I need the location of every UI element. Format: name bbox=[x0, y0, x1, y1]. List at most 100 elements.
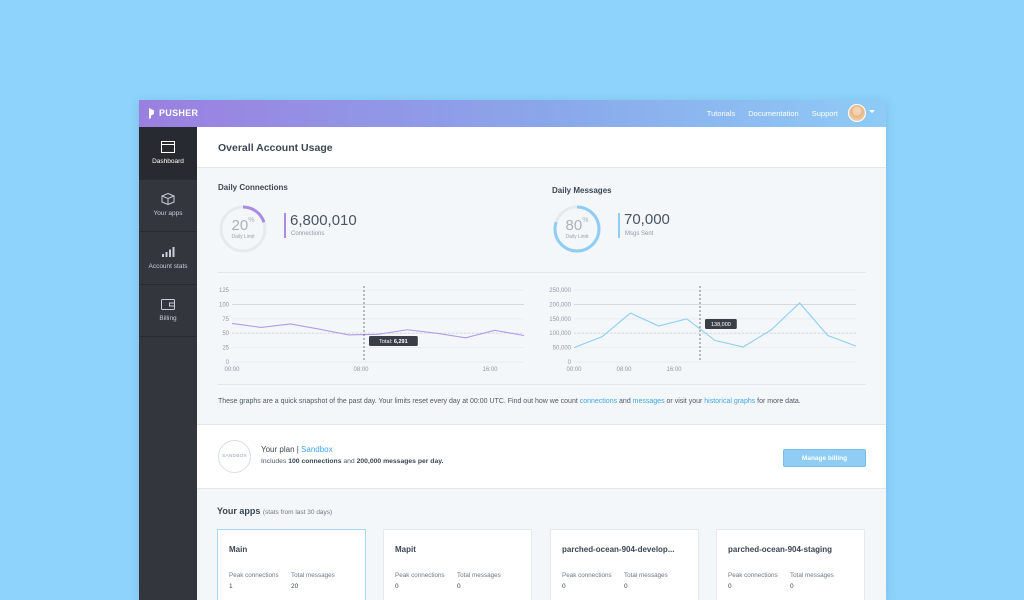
total-messages-value: 0 bbox=[457, 583, 461, 590]
peak-connections-value: 0 bbox=[395, 583, 399, 590]
y-tick-label: 250,000 bbox=[549, 288, 571, 294]
connections-chart-svg: 125 100 75 50 25 000:00 08:00 16:00 Total: 6,291 bbox=[219, 286, 525, 373]
series-line bbox=[231, 322, 525, 339]
x-tick-label: 00:00 bbox=[224, 367, 240, 373]
messages-title: Daily Messages bbox=[552, 186, 612, 195]
sidebar-item-label: Billing bbox=[159, 315, 177, 323]
plan-section: SANDBOX Your plan | Sandbox Includes 100… bbox=[197, 424, 886, 489]
y-tick-label: 0 bbox=[226, 360, 230, 366]
historical-graphs-link[interactable]: historical graphs bbox=[704, 398, 756, 405]
x-tick-label: 08:00 bbox=[353, 367, 369, 373]
peak-connections-label: Peak connections bbox=[395, 572, 445, 579]
connections-percent: 20% bbox=[231, 217, 255, 234]
nav-support[interactable]: Support bbox=[811, 109, 838, 118]
page-title: Overall Account Usage bbox=[218, 142, 333, 154]
sidebar-item-your-apps[interactable]: Your apps bbox=[139, 180, 197, 232]
peak-connections-value: 1 bbox=[229, 583, 233, 590]
note-text: These graphs are a quick snapshot of the… bbox=[218, 398, 580, 405]
total-messages-label: Total messages bbox=[790, 572, 834, 579]
messages-value-label: Msgs Sent bbox=[625, 231, 654, 237]
x-tick-label: 08:00 bbox=[616, 367, 632, 373]
messages-value: 70,000 bbox=[624, 211, 670, 228]
sidebar-item-account-stats[interactable]: Account stats bbox=[139, 232, 197, 285]
avatar[interactable] bbox=[848, 104, 866, 122]
messages-percent: 80% bbox=[565, 217, 589, 234]
y-tick-label: 200,000 bbox=[549, 302, 571, 308]
sidebar-item-dashboard[interactable]: Dashboard bbox=[139, 127, 197, 180]
bar-chart-icon bbox=[162, 246, 175, 257]
app-card-parched-ocean-staging[interactable]: parched-ocean-904-staging Peak connectio… bbox=[716, 529, 865, 600]
peak-connections-label: Peak connections bbox=[728, 572, 778, 579]
peak-connections-label: Peak connections bbox=[562, 572, 612, 579]
messages-link[interactable]: messages bbox=[632, 398, 665, 405]
app-card-main[interactable]: Main Peak connections Total messages 1 2… bbox=[217, 529, 366, 600]
connections-title: Daily Connections bbox=[218, 183, 288, 192]
messages-chart: 250,000 200,000 150,000 100,000 50,000 0 00:00… bbox=[531, 278, 871, 383]
total-messages-value: 0 bbox=[624, 583, 628, 590]
y-tick-label: 75 bbox=[222, 317, 229, 323]
main-content: Overall Account Usage Daily Connections … bbox=[197, 127, 886, 600]
connections-value: 6,800,010 bbox=[290, 212, 357, 229]
divider bbox=[218, 384, 866, 385]
sidebar-item-billing[interactable]: Billing bbox=[139, 285, 197, 337]
total-messages-label: Total messages bbox=[291, 572, 335, 579]
window-icon bbox=[161, 140, 175, 153]
y-tick-label: 0 bbox=[568, 360, 572, 366]
total-messages-value: 0 bbox=[790, 583, 794, 590]
sandbox-plan-link[interactable]: Sandbox bbox=[301, 445, 333, 454]
chevron-down-icon[interactable] bbox=[869, 110, 875, 113]
nav-documentation[interactable]: Documentation bbox=[748, 109, 799, 118]
messages-gauge-ring bbox=[553, 205, 601, 253]
plan-description: Includes 100 connections and 200,000 mes… bbox=[261, 458, 444, 465]
y-tick-label: 100,000 bbox=[549, 331, 571, 337]
connections-gauge-ring bbox=[219, 205, 267, 253]
app-name: Mapit bbox=[395, 545, 416, 554]
connections-gauge-label: Daily Limit bbox=[231, 234, 255, 240]
tooltip-text: Total: 6,291 bbox=[379, 339, 407, 345]
page-header: Overall Account Usage bbox=[197, 127, 886, 168]
manage-billing-button[interactable]: Manage billing bbox=[783, 449, 866, 467]
x-tick-label: 00:00 bbox=[566, 367, 582, 373]
peak-connections-label: Peak connections bbox=[229, 572, 279, 579]
sandbox-badge: SANDBOX bbox=[218, 440, 251, 473]
connections-accent-bar bbox=[284, 213, 286, 238]
messages-gauge-label: Daily Limit bbox=[565, 234, 589, 240]
nav-tutorials[interactable]: Tutorials bbox=[706, 109, 736, 118]
tooltip-text: 138,000 bbox=[711, 322, 731, 328]
app-name: parched-ocean-904-develop... bbox=[562, 545, 675, 554]
pusher-logo[interactable]: PUSHER bbox=[148, 107, 198, 119]
connections-chart: 125 100 75 50 25 0 00:00 08:00 16:00 Total: 6,291 bbox=[197, 278, 527, 383]
app-name: Main bbox=[229, 545, 248, 554]
pusher-logo-icon bbox=[149, 108, 154, 119]
connections-link[interactable]: connections bbox=[579, 398, 618, 405]
messages-accent-bar bbox=[618, 213, 620, 238]
y-tick-label: 125 bbox=[219, 288, 230, 294]
x-tick-label: 16:00 bbox=[482, 367, 498, 373]
tooltip-box bbox=[705, 319, 737, 329]
tooltip-box bbox=[369, 336, 418, 346]
logo-text: PUSHER bbox=[159, 108, 199, 118]
note-text: for more data. bbox=[755, 398, 801, 405]
top-bar: PUSHER Tutorials Documentation Support bbox=[139, 100, 886, 127]
total-messages-label: Total messages bbox=[457, 572, 501, 579]
app-card-mapit[interactable]: Mapit Peak connections Total messages 0 … bbox=[383, 529, 532, 600]
y-tick-label: 50 bbox=[222, 331, 229, 337]
snapshot-note: These graphs are a quick snapshot of the… bbox=[218, 398, 801, 405]
total-messages-value: 20 bbox=[291, 583, 299, 590]
messages-gauge: 80% Daily Limit bbox=[552, 204, 602, 254]
sidebar-item-label: Dashboard bbox=[152, 157, 184, 165]
plan-name: Your plan | Sandbox bbox=[261, 445, 333, 454]
note-text: or visit your bbox=[664, 398, 705, 405]
apps-title: Your apps (stats from last 30 days) bbox=[217, 506, 333, 516]
sidebar-item-label: Account stats bbox=[148, 262, 188, 270]
y-tick-label: 100 bbox=[219, 302, 230, 308]
y-tick-label: 50,000 bbox=[553, 346, 572, 352]
y-tick-label: 150,000 bbox=[549, 317, 571, 323]
peak-connections-value: 0 bbox=[728, 583, 732, 590]
peak-connections-value: 0 bbox=[562, 583, 566, 590]
x-tick-label: 16:00 bbox=[666, 367, 682, 373]
usage-section: Daily Connections 20% Daily Limit 6,800,… bbox=[197, 168, 886, 424]
app-card-parched-ocean-develop[interactable]: parched-ocean-904-develop... Peak connec… bbox=[550, 529, 699, 600]
total-messages-label: Total messages bbox=[624, 572, 668, 579]
wallet-icon bbox=[161, 299, 175, 311]
